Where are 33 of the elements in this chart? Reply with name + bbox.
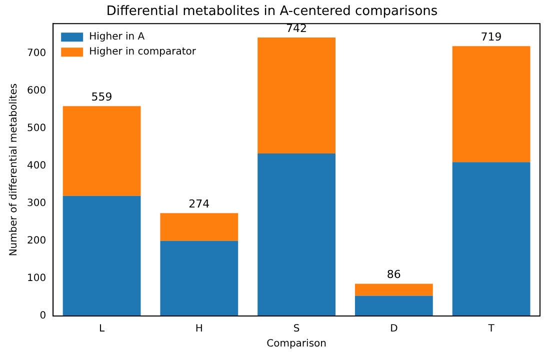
y-tick-label: 200 bbox=[26, 236, 46, 247]
bar bbox=[258, 37, 336, 154]
x-tick-label: S bbox=[293, 324, 300, 335]
x-axis-title: Comparison bbox=[266, 338, 326, 350]
bar bbox=[258, 153, 336, 316]
y-tick-label: 300 bbox=[26, 198, 46, 209]
total-label: 274 bbox=[188, 198, 210, 211]
bar bbox=[452, 162, 530, 316]
chart-title: Differential metabolites in A-centered comparisons bbox=[106, 4, 438, 20]
bar bbox=[354, 284, 433, 296]
y-tick-label: 100 bbox=[26, 273, 46, 284]
legend-label: Higher in comparator bbox=[89, 46, 197, 58]
x-tick-label: H bbox=[195, 324, 203, 335]
bar bbox=[62, 196, 141, 316]
legend-label: Higher in A bbox=[89, 32, 145, 43]
x-tick-label: T bbox=[487, 324, 496, 335]
total-label: 559 bbox=[91, 90, 112, 104]
y-tick-label: 0 bbox=[40, 310, 46, 322]
bar bbox=[160, 213, 238, 241]
y-axis-title: Number of differential metabolites bbox=[8, 83, 20, 256]
y-tick-label: 700 bbox=[26, 48, 46, 59]
y-tick-label: 500 bbox=[26, 122, 46, 134]
bar bbox=[354, 296, 433, 316]
x-tick-label: D bbox=[390, 324, 398, 335]
x-tick-label: L bbox=[98, 324, 105, 335]
total-label: 719 bbox=[480, 30, 502, 44]
bar bbox=[62, 106, 141, 196]
bar bbox=[452, 46, 530, 162]
y-tick-label: 400 bbox=[26, 160, 46, 172]
bar bbox=[160, 240, 238, 316]
total-label: 86 bbox=[386, 268, 401, 282]
total-label: 742 bbox=[286, 22, 308, 35]
y-tick-label: 600 bbox=[26, 85, 46, 96]
